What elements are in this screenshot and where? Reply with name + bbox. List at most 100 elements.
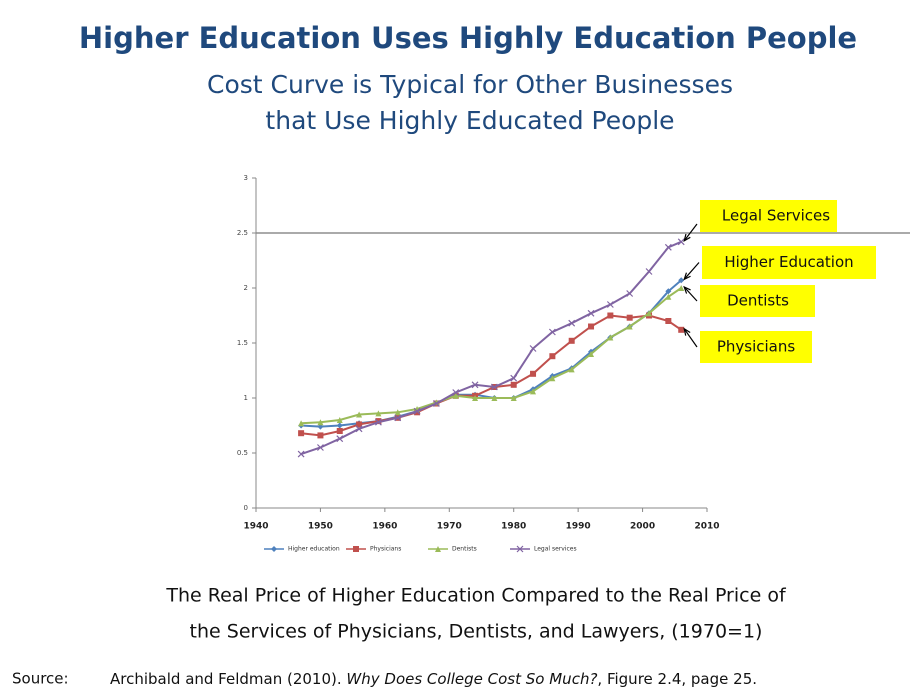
marker xyxy=(510,381,517,388)
annotation-box xyxy=(702,246,876,279)
marker xyxy=(471,381,479,389)
y-tick-label: 3 xyxy=(244,174,248,182)
marker xyxy=(549,353,556,360)
marker xyxy=(336,417,343,423)
marker xyxy=(394,409,401,416)
legend-label: Dentists xyxy=(452,546,477,553)
marker xyxy=(432,400,440,407)
marker xyxy=(530,370,537,377)
annotation-box xyxy=(700,200,837,232)
marker xyxy=(317,444,324,451)
marker xyxy=(665,318,672,324)
marker xyxy=(414,409,421,416)
marker xyxy=(491,395,498,401)
marker xyxy=(607,334,614,341)
marker xyxy=(435,546,441,552)
arrow-head xyxy=(683,285,691,294)
x-tick-label: 1980 xyxy=(501,522,526,532)
marker xyxy=(413,407,421,415)
annotation-label: Legal Services xyxy=(722,207,830,225)
marker xyxy=(626,290,634,297)
y-tick-label: 2 xyxy=(244,284,248,292)
marker xyxy=(375,418,382,425)
marker xyxy=(568,337,575,344)
marker xyxy=(588,351,595,357)
annotation-label: Physicians xyxy=(717,338,796,356)
caption: The Real Price of Higher Education Compa… xyxy=(165,585,787,607)
y-tick-label: 0 xyxy=(244,504,248,512)
legend-label: Physicians xyxy=(370,546,401,553)
marker xyxy=(588,323,595,330)
marker xyxy=(356,421,363,428)
marker xyxy=(607,312,614,319)
source-text: Archibald and Feldman (2010). xyxy=(110,670,346,688)
marker xyxy=(645,268,653,275)
marker xyxy=(568,366,575,373)
marker xyxy=(665,293,672,300)
annotation-label: Dentists xyxy=(727,292,789,310)
marker xyxy=(646,310,653,317)
source-rest: , Figure 2.4, page 25. xyxy=(597,670,757,688)
annotation-box xyxy=(700,331,812,363)
marker xyxy=(549,375,556,382)
marker xyxy=(529,345,537,352)
marker xyxy=(490,383,498,391)
marker xyxy=(353,546,359,552)
marker xyxy=(677,238,685,246)
arrow-head xyxy=(683,233,691,243)
annotation-arrow xyxy=(683,286,698,302)
source: Archibald and Feldman (2010). Why Does C… xyxy=(110,670,757,688)
source-italic: Why Does College Cost So Much? xyxy=(346,670,597,688)
y-tick-label: 2.5 xyxy=(237,229,248,237)
marker xyxy=(568,319,576,327)
marker xyxy=(678,285,685,291)
marker xyxy=(530,388,537,395)
marker xyxy=(452,392,459,399)
marker xyxy=(665,288,672,295)
marker xyxy=(355,425,363,433)
y-tick-label: 1.5 xyxy=(237,339,248,347)
legend-label: Higher education xyxy=(288,546,340,553)
arrow-head xyxy=(683,272,691,281)
marker xyxy=(587,309,595,317)
marker xyxy=(317,419,324,426)
marker xyxy=(626,323,633,330)
marker xyxy=(317,432,324,439)
marker xyxy=(356,411,363,418)
subtitle: Cost Curve is Typical for Other Business… xyxy=(207,70,733,99)
subtitle: that Use Highly Educated People xyxy=(265,106,674,135)
marker xyxy=(510,395,517,401)
marker xyxy=(375,410,382,417)
marker xyxy=(510,374,518,382)
marker xyxy=(297,450,305,458)
marker xyxy=(606,301,614,308)
annotation-arrow xyxy=(683,223,698,242)
marker xyxy=(664,243,672,251)
annotation-arrow xyxy=(683,328,698,348)
marker xyxy=(452,389,460,396)
x-tick-label: 1950 xyxy=(308,522,333,532)
marker xyxy=(394,414,402,422)
x-tick-label: 1940 xyxy=(243,522,268,532)
marker xyxy=(548,328,556,336)
y-tick-label: 1 xyxy=(244,394,248,402)
marker xyxy=(626,314,633,321)
x-tick-label: 1960 xyxy=(372,522,397,532)
arrow-head xyxy=(683,327,691,336)
marker xyxy=(298,420,305,427)
marker xyxy=(678,326,685,333)
x-tick-label: 2000 xyxy=(630,522,655,532)
annotation-box xyxy=(700,285,815,317)
marker xyxy=(336,422,343,429)
annotation-label: Higher Education xyxy=(724,253,853,271)
marker xyxy=(336,435,344,443)
marker xyxy=(271,546,277,552)
slide-title: Higher Education Uses Highly Education P… xyxy=(79,21,857,55)
x-tick-label: 1990 xyxy=(566,522,591,532)
marker xyxy=(472,395,479,401)
legend-label: Legal services xyxy=(534,546,577,553)
marker xyxy=(374,418,382,426)
marker xyxy=(336,428,343,434)
marker xyxy=(516,545,524,553)
